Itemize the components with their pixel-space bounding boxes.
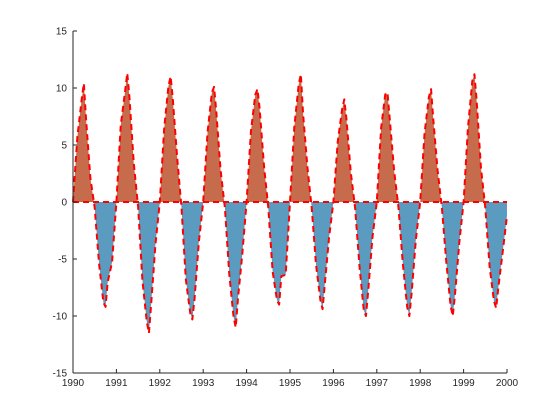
x-tick-label: 1993 (192, 378, 215, 389)
negative-area-fill (224, 202, 247, 328)
x-tick-label: 1995 (279, 378, 302, 389)
positive-area-fill (463, 74, 485, 202)
x-tick-label: 1991 (105, 378, 128, 389)
positive-area-fill (376, 92, 398, 202)
y-tick-label: 10 (56, 84, 68, 95)
x-tick-label: 2000 (496, 378, 519, 389)
y-tick-label: -5 (58, 255, 67, 266)
x-tick-label: 1994 (235, 378, 258, 389)
negative-area-fill (267, 202, 290, 305)
negative-area-fill (484, 202, 507, 309)
axes: 1990 1991 1992 1993 1994 1995 1996 1997 1998 1999… (53, 27, 519, 390)
series-line-group (72, 72, 508, 335)
positive-area-fill (73, 83, 94, 202)
x-tick-label: 1996 (322, 378, 345, 389)
x-tick-label: 1998 (409, 378, 432, 389)
y-tick-label: 15 (56, 27, 68, 38)
positive-area-fill (116, 73, 138, 203)
positive-area-fill (420, 89, 442, 202)
negative-area-fill (441, 202, 464, 316)
y-tick-label: 0 (61, 198, 67, 209)
x-tick-label: 1999 (452, 378, 475, 389)
series-line (72, 72, 508, 335)
negative-area-fill (137, 202, 160, 334)
negative-area-fill (311, 202, 334, 310)
y-tick-label: -15 (53, 369, 68, 380)
x-tick-label: 1997 (366, 378, 389, 389)
x-tick-label: 1990 (62, 378, 85, 389)
x-tick-label: 1992 (149, 378, 172, 389)
positive-area-fill (159, 76, 182, 202)
positive-area-fill (203, 86, 225, 202)
positive-area-fill (333, 99, 355, 202)
y-tick-label: 5 (61, 141, 67, 152)
negative-area-fill (93, 202, 117, 307)
negative-area-fill (354, 202, 377, 316)
area-fills (73, 73, 507, 334)
negative-area-fill (397, 202, 421, 316)
positive-area-fill (290, 74, 312, 202)
positive-area-fill (246, 89, 268, 202)
negative-area-fill (181, 202, 204, 320)
y-tick-label: -10 (53, 312, 68, 323)
